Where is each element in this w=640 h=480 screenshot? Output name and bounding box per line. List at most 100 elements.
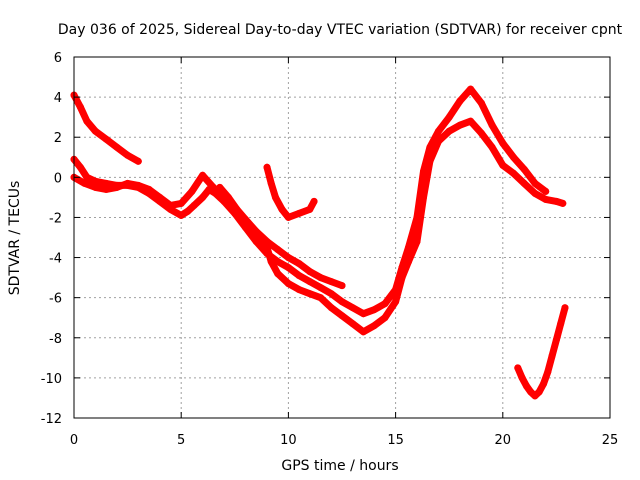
x-tick-label: 25 <box>602 433 619 448</box>
data-point <box>134 181 142 189</box>
data-point <box>349 320 357 328</box>
data-point <box>499 161 507 169</box>
x-tick-label: 0 <box>70 433 78 448</box>
data-point <box>338 298 346 306</box>
data-point <box>188 187 196 195</box>
data-point <box>467 85 475 93</box>
data-point <box>359 328 367 336</box>
data-point <box>559 199 567 207</box>
data-point <box>167 201 174 209</box>
data-point <box>510 169 517 177</box>
data-point <box>445 127 453 135</box>
data-point <box>552 197 560 205</box>
data-point <box>199 193 207 201</box>
data-point <box>435 127 442 135</box>
data-point <box>327 304 335 312</box>
data-point <box>113 143 121 151</box>
data-point <box>499 139 507 147</box>
data-point <box>102 179 110 187</box>
data-point <box>295 260 303 268</box>
data-point <box>272 193 279 201</box>
data-point <box>456 97 464 105</box>
data-point <box>263 163 271 171</box>
data-point <box>398 264 406 272</box>
x-tick-label: 5 <box>177 433 185 448</box>
y-tick-label: 2 <box>54 131 62 146</box>
data-point <box>216 183 224 191</box>
y-tick-label: -4 <box>49 252 62 267</box>
data-point <box>544 368 552 376</box>
data-point <box>91 127 99 135</box>
data-point <box>327 278 335 286</box>
series-arc-c <box>70 85 550 318</box>
y-tick-label: -2 <box>49 211 62 226</box>
data-point <box>252 238 260 245</box>
series-group <box>70 85 569 400</box>
data-point <box>284 280 292 288</box>
data-point <box>91 183 99 191</box>
data-point <box>310 197 318 205</box>
data-point <box>242 215 249 223</box>
data-point <box>552 336 560 344</box>
data-point <box>124 179 132 187</box>
data-point <box>263 238 271 245</box>
data-point <box>76 163 84 171</box>
data-point <box>102 135 110 143</box>
data-point <box>233 205 241 213</box>
data-point <box>184 207 192 215</box>
y-tick-label: -6 <box>49 292 62 307</box>
data-point <box>81 179 89 187</box>
data-point <box>510 153 517 161</box>
data-point <box>306 205 314 213</box>
data-point <box>405 244 412 251</box>
data-point <box>381 300 389 308</box>
data-point <box>514 364 522 372</box>
data-point <box>76 103 84 111</box>
data-point <box>83 117 91 125</box>
data-point <box>295 286 303 294</box>
data-point <box>252 228 260 235</box>
data-point <box>177 199 185 207</box>
data-point <box>295 209 303 217</box>
data-point <box>561 304 569 312</box>
data-point <box>295 272 303 280</box>
axis-ticks: 0 5 10 15 20 25 -12 -10 -8 -6 -4 -2 0 2 4 6 <box>41 51 619 448</box>
data-point <box>199 171 207 179</box>
data-point <box>518 374 526 382</box>
data-point <box>284 254 292 262</box>
data-point <box>278 205 286 213</box>
data-point <box>317 294 325 302</box>
data-point <box>413 213 421 221</box>
series-arc-e <box>263 163 318 221</box>
data-point <box>306 268 314 276</box>
data-point <box>520 179 528 187</box>
data-point <box>359 310 367 318</box>
data-point <box>467 117 475 125</box>
data-point <box>306 290 314 298</box>
y-tick-label: 0 <box>54 171 62 186</box>
y-tick-label: 4 <box>54 91 62 106</box>
data-point <box>224 193 232 201</box>
data-point <box>327 290 335 298</box>
data-point <box>113 183 121 191</box>
data-point <box>317 274 325 282</box>
data-point <box>420 167 427 175</box>
data-point <box>267 179 275 187</box>
chart-title: Day 036 of 2025, Sidereal Day-to-day VTE… <box>58 22 623 38</box>
data-point <box>338 312 346 320</box>
x-axis-label: GPS time / hours <box>281 458 398 474</box>
data-point <box>535 388 543 396</box>
y-tick-label: -10 <box>41 372 62 387</box>
series-arc-a <box>70 91 142 165</box>
data-point <box>542 187 550 195</box>
data-point <box>488 121 496 129</box>
data-point <box>156 193 164 201</box>
data-point <box>145 185 153 193</box>
series-arc-f <box>514 304 569 400</box>
data-point <box>370 322 378 330</box>
data-point <box>284 213 292 221</box>
data-point <box>370 306 378 314</box>
data-point <box>540 380 547 388</box>
data-point <box>263 250 271 257</box>
